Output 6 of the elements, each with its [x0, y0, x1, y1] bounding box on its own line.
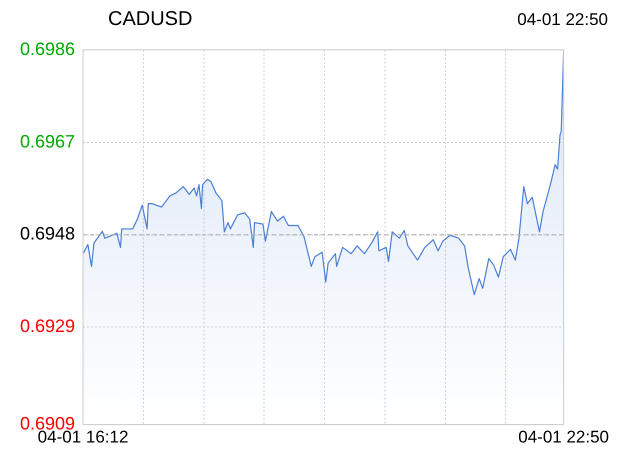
y-tick-label: 0.6929	[20, 316, 76, 336]
chart-subtitle: 04-01 22:50	[517, 10, 608, 30]
chart-title: CADUSD	[108, 8, 192, 31]
y-tick-label: 0.6948	[20, 224, 76, 244]
y-tick-label: 0.6986	[20, 38, 76, 59]
y-tick-label: 0.6967	[20, 131, 76, 152]
